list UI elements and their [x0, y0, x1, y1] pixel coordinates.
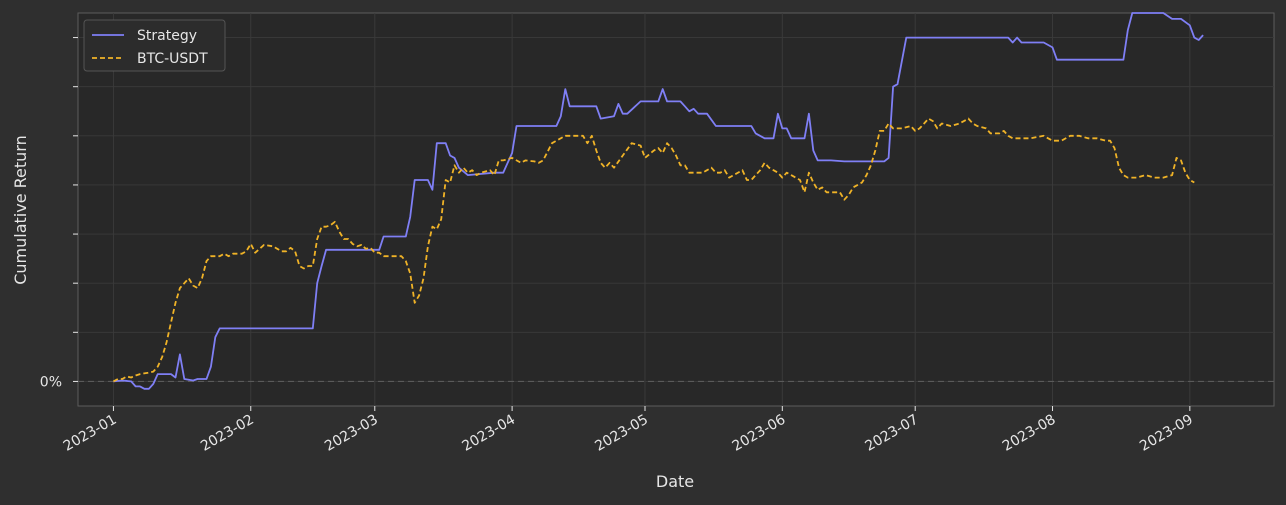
x-axis-label: Date	[656, 472, 694, 491]
y-axis-label: Cumulative Return	[11, 135, 30, 285]
y-axis: 0%	[40, 37, 78, 390]
series-line-strategy	[113, 12, 1204, 390]
plot-area	[77, 12, 1275, 407]
legend-label: Strategy	[137, 28, 197, 44]
grid	[78, 13, 1274, 406]
series-line-btc-usdt	[112, 117, 1195, 383]
legend: Strategy BTC-USDT	[83, 19, 226, 72]
legend-label: BTC-USDT	[137, 51, 208, 67]
series-group	[112, 12, 1204, 390]
y-tick-label: 0%	[40, 374, 62, 390]
